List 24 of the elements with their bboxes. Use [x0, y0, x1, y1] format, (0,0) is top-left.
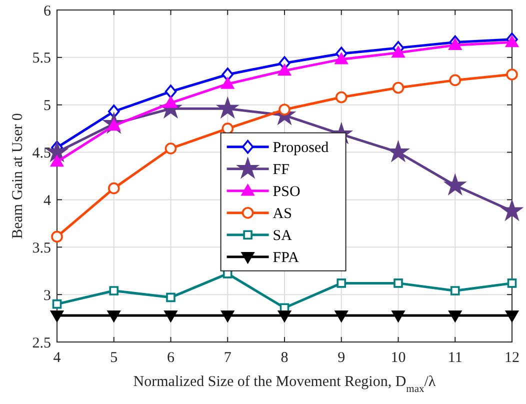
legend-label: PSO	[272, 184, 300, 200]
legend-label: Proposed	[272, 140, 330, 156]
x-tick-label: 12	[504, 350, 520, 366]
y-tick-label: 3.5	[32, 240, 51, 256]
y-tick-label: 4.5	[32, 146, 51, 162]
y-tick-label: 5	[44, 98, 51, 114]
y-tick-label: 3	[44, 288, 51, 304]
legend-label: SA	[272, 228, 292, 244]
y-tick-label: 2.5	[32, 335, 51, 352]
x-tick-label: 10	[390, 350, 406, 366]
x-tick-label: 8	[280, 350, 288, 366]
legend-label: AS	[272, 206, 292, 222]
x-tick-label: 9	[338, 350, 346, 366]
legend-label: FPA	[272, 250, 300, 266]
x-tick-label: 6	[167, 350, 175, 366]
y-tick-label: 6	[44, 3, 52, 20]
x-axis-title: Normalized Size of the Movement Region, D$_{max}$/λ	[133, 374, 436, 394]
y-tick-label: 5.5	[32, 50, 51, 67]
x-tick-label: 7	[224, 350, 232, 366]
x-tick-label: 5	[110, 350, 118, 366]
x-tick-label: 11	[448, 350, 462, 366]
legend-label: FF	[272, 162, 290, 178]
y-tick-label: 4	[44, 192, 52, 209]
y-axis-title: Beam Gain at User 0	[10, 113, 26, 239]
